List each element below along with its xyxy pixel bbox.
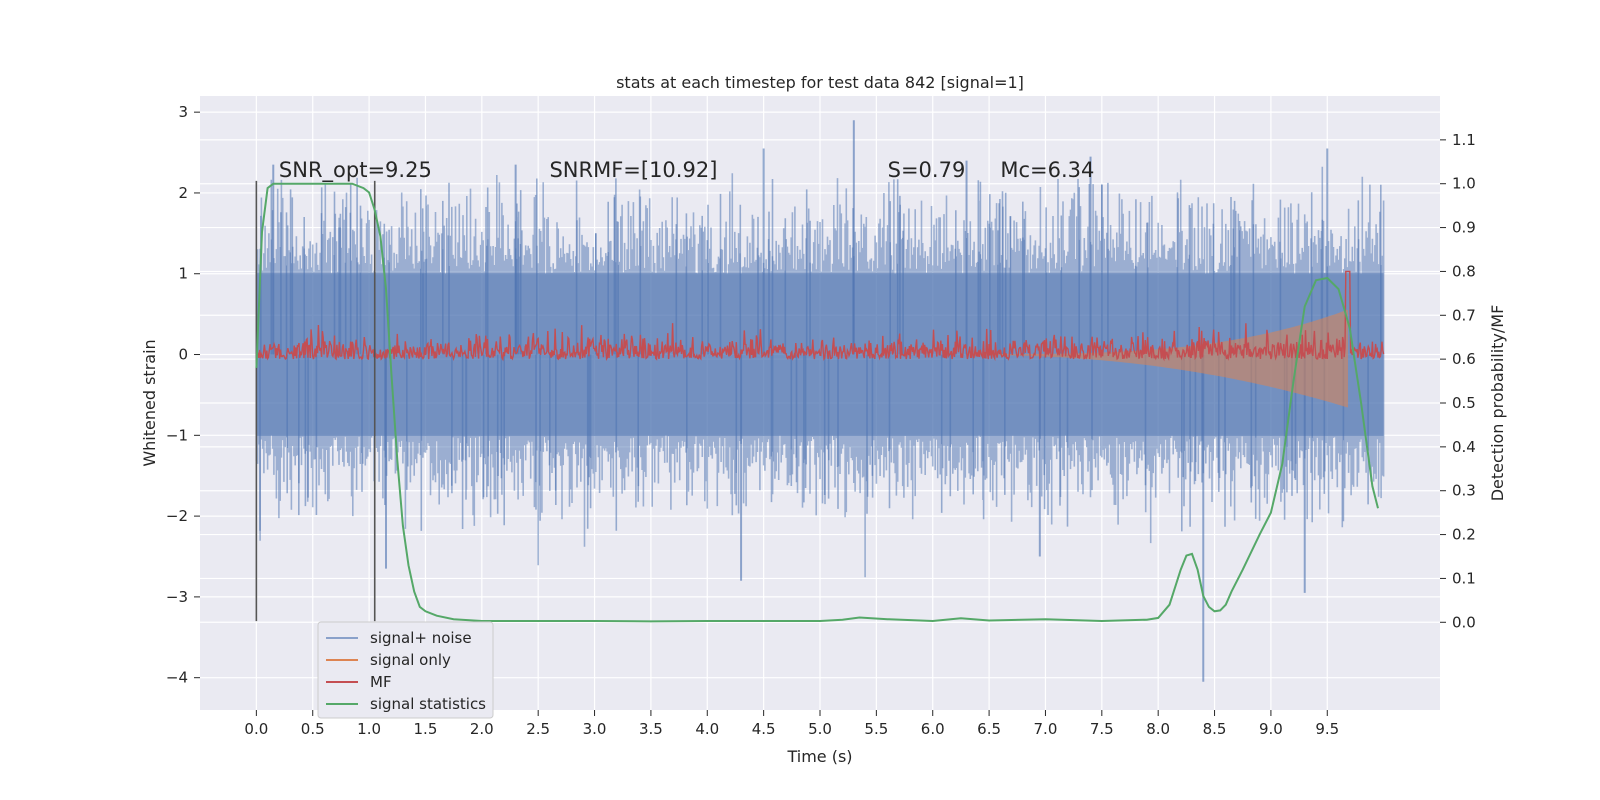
y-right-tick-label: 0.0 [1452, 613, 1476, 631]
y-right-tick-label: 0.5 [1452, 394, 1476, 412]
y-right-tick-label: 0.6 [1452, 350, 1476, 368]
signal-statistics-line [255, 182, 1379, 623]
annotation-1: SNRMF=[10.92] [549, 158, 717, 182]
x-tick-label: 7.5 [1090, 720, 1114, 738]
legend-label: MF [370, 673, 392, 691]
x-tick-label: 0.0 [244, 720, 268, 738]
x-tick-label: 2.5 [526, 720, 550, 738]
y-left-tick-label: −1 [166, 426, 188, 444]
y-right-tick-label: 0.7 [1452, 306, 1476, 324]
annotation-0: SNR_opt=9.25 [279, 158, 432, 183]
x-tick-label: 4.5 [752, 720, 776, 738]
annotation-3: Mc=6.34 [1000, 158, 1094, 182]
x-tick-label: 0.5 [301, 720, 325, 738]
y-left-tick-label: 1 [178, 265, 188, 283]
legend: signal+ noise signal only MF signal statist… [317, 621, 494, 719]
chirp-envelope [966, 309, 1348, 408]
y-left-tick-label: −3 [166, 588, 188, 606]
x-tick-label: 8.0 [1146, 720, 1170, 738]
y-right-tick-label: 0.9 [1452, 219, 1476, 237]
x-tick-label: 7.0 [1034, 720, 1058, 738]
x-tick-label: 9.5 [1315, 720, 1339, 738]
x-tick-label: 2.0 [470, 720, 494, 738]
x-tick-label: 6.5 [977, 720, 1001, 738]
x-tick-label: 8.5 [1203, 720, 1227, 738]
y-left-axis-label: Whitened strain [140, 339, 159, 466]
y-right-axis-ticks: 1.1 1.0 0.9 0.8 0.7 0.6 0.5 0.4 0.3 0.2 0.1 0.0 [1440, 131, 1476, 631]
y-right-tick-label: 0.1 [1452, 569, 1476, 587]
mf-series [256, 270, 1385, 362]
x-tick-label: 4.0 [695, 720, 719, 738]
y-right-tick-label: 0.4 [1452, 438, 1476, 456]
x-tick-label: 1.5 [414, 720, 438, 738]
x-tick-label: 5.5 [864, 720, 888, 738]
y-right-tick-label: 1.1 [1452, 131, 1476, 149]
y-left-tick-label: −2 [166, 507, 188, 525]
y-left-tick-label: −4 [166, 669, 188, 687]
y-left-tick-label: 0 [178, 346, 188, 364]
mf-trace [256, 270, 1385, 362]
annotation-2: S=0.79 [888, 158, 966, 182]
y-right-tick-label: 0.8 [1452, 262, 1476, 280]
annotations: SNR_opt=9.25 SNRMF=[10.92] S=0.79 Mc=6.34 [279, 158, 1094, 183]
legend-label: signal only [370, 651, 451, 669]
y-left-tick-label: 2 [178, 184, 188, 202]
legend-label: signal statistics [370, 695, 486, 713]
y-right-axis-label: Detection probability/MF [1488, 305, 1507, 502]
x-tick-label: 3.5 [639, 720, 663, 738]
x-tick-label: 3.0 [583, 720, 607, 738]
y-left-axis-ticks: 3 2 1 0 −1 −2 −3 −4 [166, 103, 200, 687]
x-axis-label: Time (s) [786, 747, 852, 766]
x-tick-label: 6.0 [921, 720, 945, 738]
y-left-tick-label: 3 [178, 103, 188, 121]
x-tick-label: 1.0 [357, 720, 381, 738]
signal-only-series [966, 309, 1348, 408]
y-right-tick-label: 0.3 [1452, 482, 1476, 500]
x-axis-ticks: 0.0 0.5 1.0 1.5 2.0 2.5 3.0 3.5 4.0 4.5 5.0 5.5 6.0 6… [244, 710, 1339, 738]
chart-title: stats at each timestep for test data 842… [616, 73, 1024, 92]
y-right-tick-label: 1.0 [1452, 175, 1476, 193]
legend-label: signal+ noise [370, 629, 472, 647]
signal-statistics-series [255, 182, 1379, 623]
x-tick-label: 9.0 [1259, 720, 1283, 738]
vertical-markers [255, 180, 376, 622]
noise-spikes-medium [259, 177, 1382, 532]
x-tick-label: 5.0 [808, 720, 832, 738]
y-right-tick-label: 0.2 [1452, 526, 1476, 544]
legend-box [317, 621, 494, 719]
